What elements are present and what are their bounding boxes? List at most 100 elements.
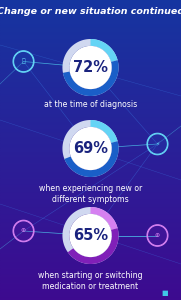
Bar [0,80,181,83]
Bar [0,115,181,118]
Bar [0,142,181,145]
Bar [0,25,181,28]
Bar [0,152,181,155]
Bar [0,215,181,218]
Bar [0,35,181,38]
Bar [0,295,181,298]
Bar [0,43,181,45]
Polygon shape [68,228,119,264]
Bar [0,75,181,77]
Polygon shape [148,134,167,154]
Bar [0,0,181,2]
Text: when experiencing new or
different symptoms: when experiencing new or different sympt… [39,184,142,204]
Bar [0,182,181,185]
Polygon shape [64,141,119,177]
Bar [0,13,181,15]
Bar [0,40,181,43]
Polygon shape [90,39,118,62]
Bar [0,255,181,257]
Bar [0,17,181,20]
Bar [0,253,181,255]
Bar [0,265,181,268]
Polygon shape [90,120,118,143]
Bar [0,178,181,180]
Bar [0,133,181,135]
Bar [0,100,181,103]
Bar [0,120,181,122]
Bar [0,130,181,133]
Bar [0,22,181,25]
Bar [0,278,181,280]
Bar [0,60,181,62]
Text: ⊕: ⊕ [21,229,26,233]
Text: 69%: 69% [73,141,108,156]
Bar [0,122,181,125]
Bar [0,270,181,272]
Text: 72%: 72% [73,60,108,75]
Bar [0,150,181,152]
Bar [0,125,181,128]
Bar [0,170,181,172]
Bar [0,112,181,115]
Polygon shape [62,120,119,177]
Bar [0,50,181,52]
Bar [0,32,181,35]
Bar [0,30,181,32]
Bar [0,185,181,188]
Bar [0,47,181,50]
Polygon shape [148,225,167,246]
Bar [0,195,181,197]
Bar [0,105,181,107]
Polygon shape [69,214,112,257]
Bar [0,68,181,70]
Bar [0,175,181,178]
Bar [0,180,181,182]
Bar [0,223,181,225]
Bar [0,210,181,212]
Bar [0,285,181,287]
Bar [0,58,181,60]
Bar [0,137,181,140]
Bar [0,135,181,137]
Bar [0,205,181,208]
Bar [0,200,181,203]
Bar [0,257,181,260]
Polygon shape [62,39,119,96]
Bar [0,165,181,167]
Bar [0,82,181,85]
Text: ⊕: ⊕ [155,233,160,238]
Bar [0,268,181,270]
Bar [0,5,181,8]
Bar [0,65,181,68]
Bar [0,280,181,283]
Bar [0,110,181,112]
Bar [0,73,181,75]
Polygon shape [62,207,119,264]
Bar [0,92,181,95]
Bar [0,292,181,295]
Bar [0,148,181,150]
Bar [0,28,181,30]
Text: ⚡: ⚡ [155,142,160,146]
Bar [0,95,181,98]
Bar [0,218,181,220]
Bar [0,8,181,10]
Bar [0,262,181,265]
Bar [0,235,181,238]
Bar [0,220,181,223]
Bar [0,62,181,65]
Bar [0,260,181,262]
Bar [0,242,181,245]
Bar [0,208,181,210]
Text: when starting or switching
medication or treatment: when starting or switching medication or… [38,271,143,291]
Bar [0,248,181,250]
Bar [0,190,181,193]
Polygon shape [63,60,119,96]
Bar [0,85,181,88]
Bar [0,272,181,275]
Bar [0,290,181,292]
Bar [0,52,181,55]
Polygon shape [69,127,112,170]
Text: ■: ■ [161,290,168,296]
Bar [0,275,181,278]
